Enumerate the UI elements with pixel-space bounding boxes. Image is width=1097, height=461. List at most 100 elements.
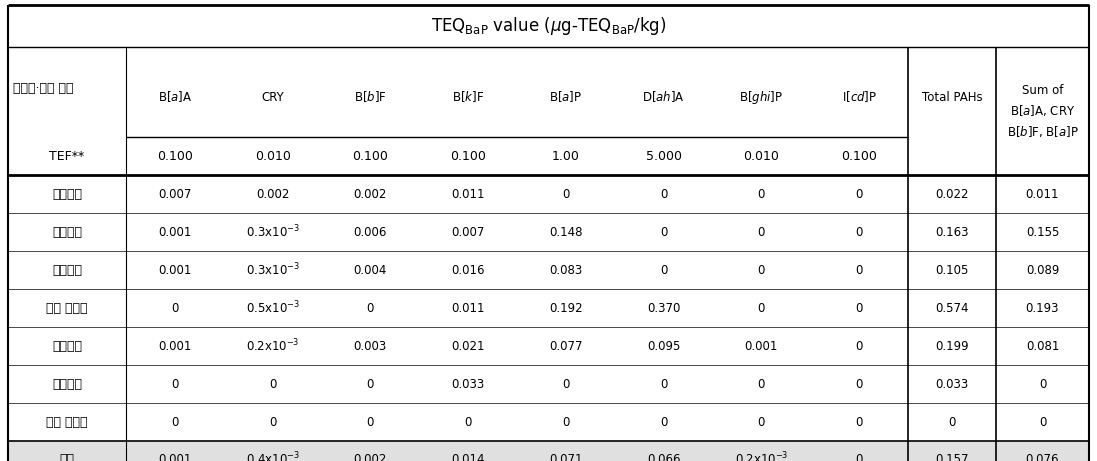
Text: B[$\mathit{b}$]F: B[$\mathit{b}$]F — [354, 89, 387, 105]
Text: 0.199: 0.199 — [935, 339, 969, 353]
Text: 0.3x10$^{-3}$: 0.3x10$^{-3}$ — [246, 224, 299, 240]
Text: 훈제 칠면조: 훈제 칠면조 — [46, 415, 88, 429]
Text: B[$\mathit{a}$]A: B[$\mathit{a}$]A — [158, 89, 192, 105]
Text: B[$\mathit{a}$]P: B[$\mathit{a}$]P — [550, 89, 583, 105]
Text: Total PAHs: Total PAHs — [921, 90, 982, 104]
Text: 0.002: 0.002 — [353, 188, 387, 201]
Text: 0.010: 0.010 — [255, 149, 291, 162]
Text: 0.016: 0.016 — [451, 264, 485, 277]
Text: 0.2x10$^{-3}$: 0.2x10$^{-3}$ — [735, 451, 788, 461]
Text: 0: 0 — [1039, 415, 1047, 429]
Text: 0: 0 — [856, 301, 863, 314]
Text: 0: 0 — [660, 378, 667, 390]
Text: 5.000: 5.000 — [646, 149, 681, 162]
Text: 0.192: 0.192 — [550, 301, 583, 314]
Text: 0.100: 0.100 — [352, 149, 388, 162]
Bar — [8, 441, 1089, 461]
Text: Sum of
B[$\mathit{a}$]A, CRY
B[$\mathit{b}$]F, B[$\mathit{a}$]P: Sum of B[$\mathit{a}$]A, CRY B[$\mathit{… — [1007, 83, 1078, 138]
Text: 0.193: 0.193 — [1026, 301, 1060, 314]
Text: 0.011: 0.011 — [451, 301, 485, 314]
Text: 0: 0 — [660, 415, 667, 429]
Text: 0.089: 0.089 — [1026, 264, 1060, 277]
Text: 0.001: 0.001 — [158, 264, 192, 277]
Text: CRY: CRY — [261, 90, 284, 104]
Text: 0: 0 — [948, 415, 955, 429]
Text: 0: 0 — [758, 225, 765, 238]
Text: 0.007: 0.007 — [158, 188, 192, 201]
Text: I[$\mathit{cd}$]P: I[$\mathit{cd}$]P — [841, 89, 877, 105]
Text: 0.011: 0.011 — [451, 188, 485, 201]
Text: 0.006: 0.006 — [353, 225, 387, 238]
Text: TEF**: TEF** — [49, 149, 84, 162]
Text: 0.574: 0.574 — [936, 301, 969, 314]
Text: 0: 0 — [171, 301, 179, 314]
Text: 훈제연어: 훈제연어 — [52, 339, 82, 353]
Text: 0.014: 0.014 — [451, 453, 485, 461]
Text: 0: 0 — [269, 378, 276, 390]
Text: 0.002: 0.002 — [353, 453, 387, 461]
Text: 0: 0 — [562, 415, 569, 429]
Text: 0.007: 0.007 — [452, 225, 485, 238]
Text: 평균: 평균 — [59, 453, 75, 461]
Text: 0: 0 — [1039, 378, 1047, 390]
Text: 1.00: 1.00 — [552, 149, 580, 162]
Text: 훈제 베이콤: 훈제 베이콤 — [46, 301, 88, 314]
Text: 0.083: 0.083 — [550, 264, 583, 277]
Text: 0: 0 — [562, 378, 569, 390]
Text: 0.011: 0.011 — [1026, 188, 1060, 201]
Text: 0.2x10$^{-3}$: 0.2x10$^{-3}$ — [246, 338, 299, 355]
Text: 0.001: 0.001 — [745, 339, 778, 353]
Text: 0: 0 — [660, 188, 667, 201]
Text: 0.5x10$^{-3}$: 0.5x10$^{-3}$ — [246, 300, 299, 316]
Text: 0: 0 — [758, 188, 765, 201]
Text: D[$\mathit{ah}$]A: D[$\mathit{ah}$]A — [642, 89, 685, 105]
Text: 0.155: 0.155 — [1026, 225, 1060, 238]
Text: 훈제치킨: 훈제치킨 — [52, 188, 82, 201]
Text: 0: 0 — [856, 225, 863, 238]
Text: 0: 0 — [562, 188, 569, 201]
Text: B[$\mathit{ghi}$]P: B[$\mathit{ghi}$]P — [739, 89, 783, 106]
Text: 0.163: 0.163 — [936, 225, 969, 238]
Text: 0.081: 0.081 — [1026, 339, 1060, 353]
Text: 0.033: 0.033 — [936, 378, 969, 390]
Text: 0: 0 — [366, 415, 374, 429]
Text: 0.100: 0.100 — [450, 149, 486, 162]
Text: 0: 0 — [171, 378, 179, 390]
Text: 훈제돈육: 훈제돈육 — [52, 264, 82, 277]
Text: 0.001: 0.001 — [158, 339, 192, 353]
Text: 0.076: 0.076 — [1026, 453, 1060, 461]
Text: 0: 0 — [366, 301, 374, 314]
Text: 0: 0 — [366, 378, 374, 390]
Text: 0: 0 — [856, 415, 863, 429]
Text: 0.105: 0.105 — [936, 264, 969, 277]
Text: 0: 0 — [660, 225, 667, 238]
Text: 0: 0 — [660, 264, 667, 277]
Text: 0: 0 — [856, 264, 863, 277]
Text: 훈제오리: 훈제오리 — [52, 225, 82, 238]
Text: 0.001: 0.001 — [158, 453, 192, 461]
Text: 0.002: 0.002 — [256, 188, 290, 201]
Text: 0.095: 0.095 — [647, 339, 680, 353]
Text: 0: 0 — [856, 378, 863, 390]
Text: 훈제식·어육 제품: 훈제식·어육 제품 — [13, 83, 73, 95]
Text: 0.001: 0.001 — [158, 225, 192, 238]
Text: 0: 0 — [856, 453, 863, 461]
Text: 0: 0 — [464, 415, 472, 429]
Text: 0: 0 — [758, 264, 765, 277]
Text: 0.004: 0.004 — [353, 264, 387, 277]
Text: 0.4x10$^{-3}$: 0.4x10$^{-3}$ — [246, 451, 299, 461]
Text: 0.157: 0.157 — [936, 453, 969, 461]
Text: 0: 0 — [856, 188, 863, 201]
Text: 0.066: 0.066 — [647, 453, 680, 461]
Text: 0.003: 0.003 — [353, 339, 387, 353]
Text: 0: 0 — [269, 415, 276, 429]
Text: 0.077: 0.077 — [550, 339, 583, 353]
Text: 0.100: 0.100 — [157, 149, 193, 162]
Text: 0: 0 — [758, 378, 765, 390]
Text: 0.071: 0.071 — [550, 453, 583, 461]
Text: 훈제참치: 훈제참치 — [52, 378, 82, 390]
Text: 0.148: 0.148 — [550, 225, 583, 238]
Text: B[$\mathit{k}$]F: B[$\mathit{k}$]F — [452, 89, 484, 105]
Text: TEQ$_{\mathregular{BaP}}$ value ($\mu$g-TEQ$_{\mathregular{BaP}}$/kg): TEQ$_{\mathregular{BaP}}$ value ($\mu$g-… — [431, 15, 666, 37]
Text: 0.3x10$^{-3}$: 0.3x10$^{-3}$ — [246, 262, 299, 278]
